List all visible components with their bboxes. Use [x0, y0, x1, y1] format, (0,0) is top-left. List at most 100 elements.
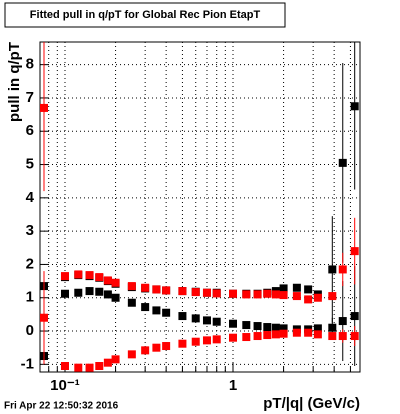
- footer: Fri Apr 22 12:50:32 2016: [4, 401, 119, 412]
- marker: [162, 342, 171, 351]
- marker: [191, 337, 200, 346]
- marker: [229, 333, 238, 342]
- marker: [95, 287, 104, 296]
- marker: [229, 319, 238, 328]
- marker: [141, 346, 150, 355]
- marker: [350, 312, 359, 321]
- marker: [103, 358, 112, 367]
- y-tick-label: -1: [21, 355, 34, 372]
- marker: [111, 293, 120, 302]
- marker: [85, 363, 94, 372]
- y-tick-label: 3: [26, 222, 34, 239]
- marker: [95, 362, 104, 371]
- marker: [304, 328, 313, 337]
- marker: [141, 283, 150, 292]
- marker: [103, 276, 112, 285]
- marker: [253, 322, 262, 331]
- marker: [279, 329, 288, 338]
- marker: [292, 328, 301, 337]
- marker: [253, 290, 262, 299]
- title-box: [4, 2, 286, 28]
- marker: [162, 308, 171, 317]
- marker: [338, 332, 347, 341]
- y-tick-label: 6: [26, 122, 34, 139]
- marker: [127, 298, 136, 307]
- marker: [202, 336, 211, 345]
- marker: [103, 290, 112, 299]
- marker: [279, 291, 288, 300]
- marker: [292, 292, 301, 301]
- marker: [178, 339, 187, 348]
- marker: [229, 289, 238, 298]
- marker: [111, 278, 120, 287]
- marker: [313, 324, 322, 333]
- marker: [212, 335, 221, 344]
- marker: [39, 103, 48, 112]
- x-axis-label: pT/|q| (GeV/c): [263, 395, 360, 412]
- marker: [292, 283, 301, 292]
- marker: [242, 290, 251, 299]
- marker: [202, 316, 211, 325]
- plot-frame: [39, 41, 361, 373]
- marker: [127, 282, 136, 291]
- x-tick-label: 1: [229, 377, 237, 394]
- y-tick-label: 0: [26, 322, 34, 339]
- marker: [304, 285, 313, 294]
- marker: [328, 292, 337, 301]
- marker: [74, 288, 83, 297]
- chart-title: Fitted pull in q/pT for Global Rec Pion …: [30, 9, 261, 21]
- marker: [338, 265, 347, 274]
- y-tick-label: 1: [26, 289, 34, 306]
- marker: [191, 288, 200, 297]
- marker: [202, 288, 211, 297]
- marker: [191, 314, 200, 323]
- marker: [39, 313, 48, 322]
- marker: [60, 362, 69, 371]
- y-axis-label: pull in q/pT: [6, 42, 23, 122]
- marker: [313, 293, 322, 302]
- marker: [279, 284, 288, 293]
- marker: [74, 270, 83, 279]
- marker: [152, 306, 161, 315]
- marker: [212, 317, 221, 326]
- y-tick-label: 2: [26, 255, 34, 272]
- marker: [253, 332, 262, 341]
- marker: [328, 323, 337, 332]
- marker: [350, 247, 359, 256]
- marker: [350, 102, 359, 111]
- marker: [263, 289, 272, 298]
- y-tick-label: 4: [26, 189, 35, 206]
- marker: [85, 287, 94, 296]
- marker: [152, 285, 161, 294]
- marker: [242, 321, 251, 330]
- marker: [178, 287, 187, 296]
- marker: [279, 324, 288, 333]
- marker: [263, 323, 272, 332]
- y-tick-label: 8: [26, 56, 34, 73]
- marker: [152, 343, 161, 352]
- marker: [60, 289, 69, 298]
- marker: [271, 323, 280, 332]
- marker: [212, 289, 221, 298]
- marker: [162, 286, 171, 295]
- marker: [338, 317, 347, 326]
- marker: [263, 331, 272, 340]
- x-tick-label: 10⁻¹: [50, 377, 80, 394]
- marker: [60, 272, 69, 281]
- marker: [328, 332, 337, 341]
- marker: [111, 355, 120, 364]
- marker: [304, 295, 313, 304]
- marker: [313, 330, 322, 339]
- marker: [271, 330, 280, 339]
- marker: [328, 265, 337, 274]
- marker: [338, 158, 347, 167]
- marker: [127, 350, 136, 359]
- marker: [95, 273, 104, 282]
- marker: [141, 303, 150, 312]
- marker: [178, 312, 187, 321]
- y-tick-label: 7: [26, 89, 34, 106]
- marker: [74, 363, 83, 372]
- marker: [350, 332, 359, 341]
- marker: [271, 290, 280, 299]
